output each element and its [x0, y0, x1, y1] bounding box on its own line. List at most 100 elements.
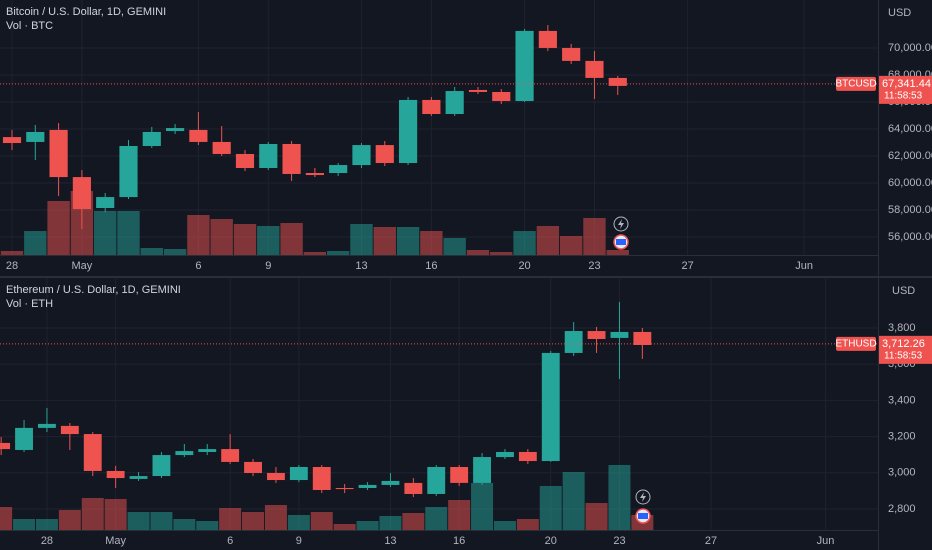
x-tick-label: 13 — [355, 260, 367, 272]
volume-bar — [47, 201, 70, 255]
volume-title: Vol · BTC — [6, 20, 53, 32]
candle-body — [450, 467, 469, 483]
currency-label: USD — [888, 7, 911, 19]
volume-bar — [242, 512, 265, 530]
volume-bar — [94, 211, 117, 255]
lightning-glyph — [640, 492, 646, 502]
symbol-tag-bg — [836, 76, 876, 91]
candle-body — [404, 482, 423, 494]
volume-bar — [196, 521, 219, 530]
y-tick-label: 58,000.00 — [888, 204, 932, 216]
candle-layer — [0, 24, 652, 498]
price-tag: 67,341.44 — [882, 78, 931, 90]
candle-body — [381, 480, 400, 485]
candle-body — [562, 47, 581, 61]
volume-bar — [396, 227, 420, 255]
volume-bar — [425, 507, 448, 530]
candle-body — [473, 457, 491, 483]
volume-title: Vol · ETH — [6, 298, 53, 310]
volume-bar — [562, 472, 585, 530]
candle-body — [358, 484, 377, 488]
volume-bar — [583, 218, 606, 255]
candle-body — [106, 470, 125, 479]
candle-body — [305, 173, 324, 176]
y-tick-label: 70,000.00 — [888, 42, 932, 54]
candle-body — [329, 165, 348, 174]
candle-body — [282, 143, 301, 174]
volume-layer — [0, 191, 654, 530]
volume-bar — [81, 498, 104, 530]
y-tick-label: 3,000 — [888, 467, 916, 479]
y-tick-label: 64,000.00 — [888, 123, 932, 135]
volume-bar — [219, 508, 242, 530]
volume-bar — [303, 252, 327, 255]
volume-bar — [0, 507, 13, 530]
candle-body — [610, 331, 629, 338]
price-tag: 3,712.26 — [882, 338, 925, 350]
chart-title: Ethereum / U.S. Dollar, 1D, GEMINI — [6, 284, 181, 296]
volume-bar — [466, 250, 490, 255]
x-tick-label: 9 — [265, 260, 271, 272]
volume-bar — [104, 499, 127, 530]
candle-body — [60, 425, 79, 435]
volume-bar — [287, 515, 310, 530]
volume-bar — [471, 483, 494, 530]
volume-bar — [373, 227, 396, 255]
x-tick-label: 28 — [41, 535, 53, 547]
volume-bar — [150, 512, 173, 530]
volume-bar — [606, 250, 629, 255]
x-tick-label: 23 — [588, 260, 600, 272]
volume-bar — [35, 519, 58, 530]
x-tick-label: Jun — [795, 260, 813, 272]
candle-body — [608, 77, 627, 86]
volume-bar — [356, 521, 379, 530]
volume-bar — [58, 510, 81, 530]
candle-body — [564, 331, 583, 353]
volume-bar — [117, 211, 140, 255]
candle-body — [633, 331, 652, 345]
volume-bar — [490, 252, 513, 255]
volume-bar — [233, 224, 257, 255]
candle-body — [38, 423, 56, 428]
volume-bar — [420, 231, 443, 255]
candle-body — [152, 455, 171, 477]
volume-bar — [127, 512, 150, 530]
volume-bar — [536, 226, 560, 255]
candle-body — [129, 476, 148, 479]
volume-bar — [379, 516, 402, 530]
candle-body — [189, 129, 208, 142]
x-tick-label: 20 — [545, 535, 557, 547]
candle-body — [259, 143, 278, 169]
x-tick-label: May — [105, 535, 126, 547]
x-tick-label: 27 — [705, 535, 717, 547]
volume-bar — [513, 231, 536, 255]
currency-label: USD — [892, 285, 915, 297]
price-tag-bg — [879, 335, 932, 364]
volume-bar — [13, 519, 36, 530]
volume-bar — [333, 524, 356, 530]
candle-body — [49, 129, 68, 178]
x-tick-label: Jun — [817, 535, 835, 547]
y-tick-label: 60,000.00 — [888, 177, 932, 189]
volume-bar — [585, 503, 608, 530]
volume-bar — [559, 236, 583, 255]
candle-body — [515, 30, 534, 102]
candle-body — [175, 451, 194, 456]
lightning-glyph — [618, 219, 624, 229]
volume-bar — [402, 513, 425, 530]
candle-body — [0, 442, 11, 450]
volume-bar — [448, 500, 471, 530]
candle-body — [468, 89, 488, 92]
candle-body — [221, 449, 240, 462]
candle-body — [445, 91, 464, 114]
volume-bar — [0, 251, 24, 255]
candle-body — [496, 451, 514, 458]
symbol-tag: BTCUSD — [835, 78, 876, 89]
volume-bar — [280, 223, 303, 255]
y-tick-label: 3,200 — [888, 430, 916, 442]
x-tick-label: May — [72, 260, 93, 272]
candle-body — [72, 177, 91, 210]
flag-glyph — [638, 513, 648, 519]
